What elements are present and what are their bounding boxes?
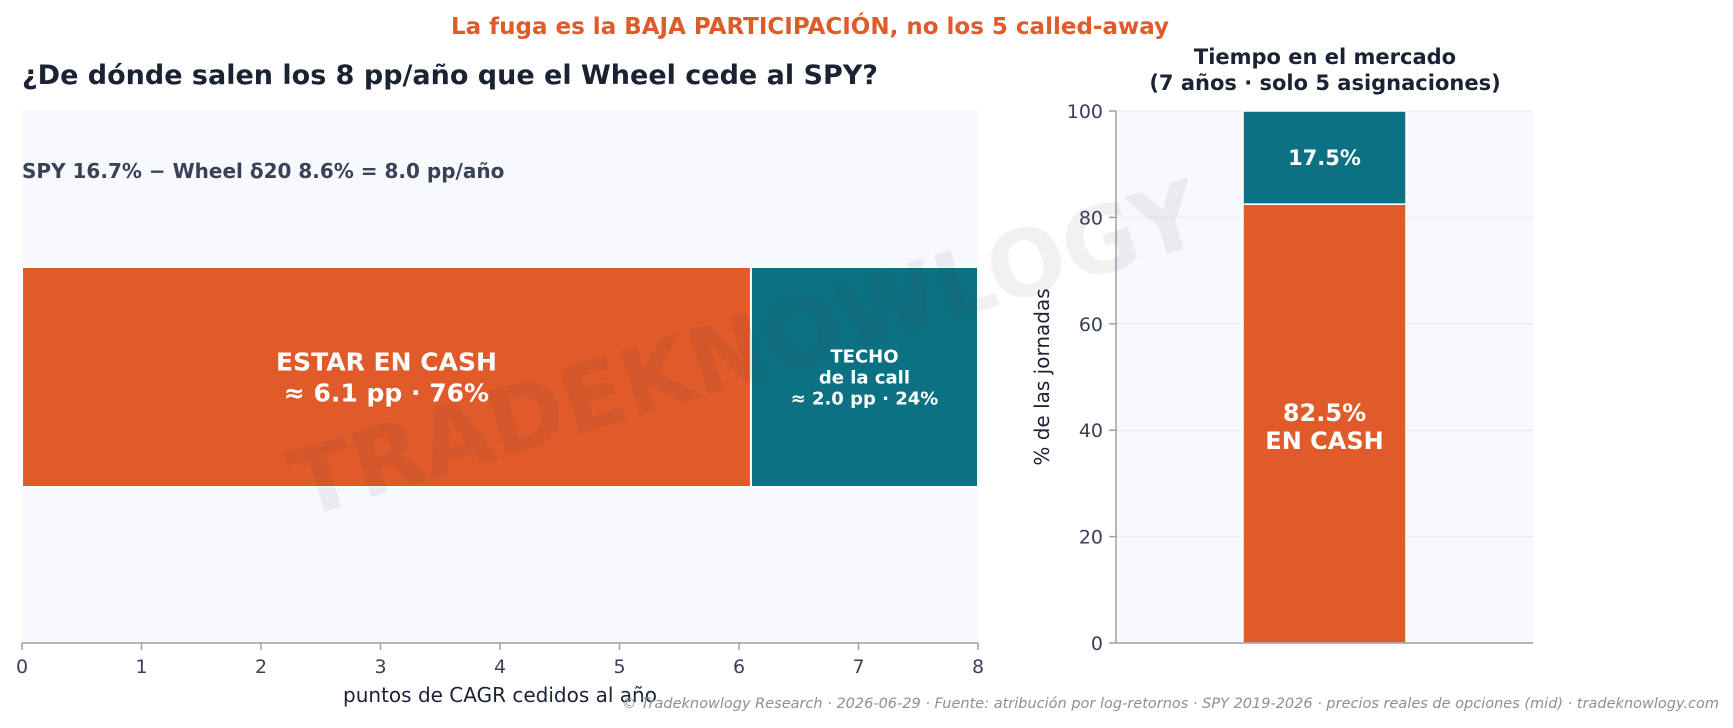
y-axis-label: % de las jornadas [1030, 288, 1054, 465]
x-tick-label: 7 [852, 656, 864, 678]
y-tick-label: 40 [1079, 420, 1103, 442]
bar-segment-label: EN CASH [1265, 427, 1383, 455]
bar-segment-label: ≈ 2.0 pp · 24% [791, 388, 939, 409]
y-tick-label: 100 [1067, 101, 1103, 123]
right-chart-title-line-2: (7 años · solo 5 asignaciones) [1149, 71, 1501, 95]
x-tick-label: 8 [972, 656, 984, 678]
x-tick-label: 6 [733, 656, 745, 678]
x-axis-label: puntos de CAGR cedidos al año [343, 683, 657, 707]
difference-annotation: SPY 16.7% − Wheel δ20 8.6% = 8.0 pp/año [22, 159, 504, 183]
y-tick-label: 0 [1091, 633, 1103, 655]
bar-segment-cash [21, 266, 752, 488]
right-chart-title: Tiempo en el mercado (7 años · solo 5 as… [1085, 44, 1565, 96]
x-tick-label: 4 [494, 656, 506, 678]
bar-segment-label: de la call [819, 367, 910, 388]
x-tick-label: 3 [374, 656, 386, 678]
y-tick-label: 20 [1079, 527, 1103, 549]
x-tick-label: 5 [613, 656, 625, 678]
y-tick-label: 80 [1079, 207, 1103, 229]
left-chart-title: ¿De dónde salen los 8 pp/año que el Whee… [22, 60, 878, 91]
y-tick-label: 60 [1079, 314, 1103, 336]
x-tick-label: 2 [255, 656, 267, 678]
bar-segment-label: TECHO [830, 346, 898, 367]
x-tick-label: 0 [16, 656, 28, 678]
figure-suptitle: La fuga es la BAJA PARTICIPACIÓN, no los… [450, 14, 1170, 40]
bar-segment-label: 82.5% [1283, 399, 1366, 427]
bar-segment-en-mercado [1242, 110, 1407, 205]
footer-credit: © Tradeknowlogy Research · 2026-06-29 · … [621, 696, 1719, 712]
bar-segment-label: ≈ 6.1 pp · 76% [284, 379, 489, 408]
x-tick-label: 1 [135, 656, 147, 678]
bar-segment-call [749, 266, 980, 488]
bar-segment-label: ESTAR EN CASH [276, 348, 497, 377]
bar-segment-label: 17.5% [1288, 146, 1361, 170]
bar-segment-en-cash [1242, 203, 1407, 644]
right-chart-title-line-1: Tiempo en el mercado [1193, 45, 1457, 69]
